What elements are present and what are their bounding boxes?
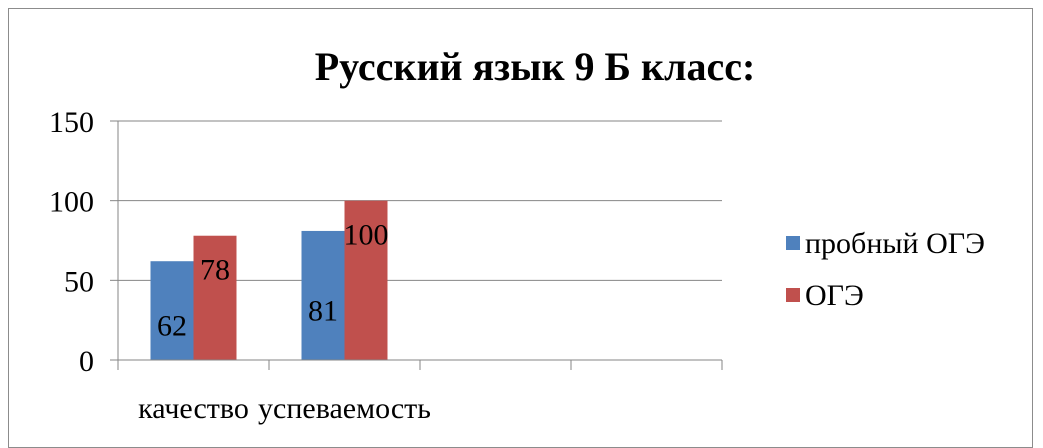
data-label: 62 bbox=[157, 310, 187, 343]
axes: 0 50 100 150 качество успеваемость bbox=[49, 106, 723, 425]
bar bbox=[193, 235, 237, 360]
chart-frame bbox=[8, 8, 1033, 448]
x-tick-label: качество bbox=[138, 392, 249, 425]
bar bbox=[344, 200, 388, 360]
data-labels: 62 81 78 100 bbox=[157, 219, 389, 343]
data-label: 100 bbox=[344, 219, 389, 252]
legend-label: пробный ОГЭ bbox=[805, 227, 985, 260]
bars bbox=[150, 200, 388, 360]
legend-swatch bbox=[786, 236, 800, 250]
y-tick-label: 150 bbox=[49, 106, 94, 139]
data-label: 78 bbox=[200, 254, 230, 287]
x-tick-label: успеваемость bbox=[258, 392, 431, 425]
y-tick-label: 0 bbox=[79, 345, 94, 378]
bar bbox=[301, 230, 345, 360]
y-tick-label: 100 bbox=[49, 186, 94, 219]
chart-title: Русский язык 9 Б класс: bbox=[315, 44, 756, 89]
bar bbox=[150, 261, 194, 360]
chart-svg: Русский язык 9 Б класс: 0 50 100 150 качеств… bbox=[49, 44, 985, 425]
legend-swatch bbox=[786, 288, 800, 302]
legend: пробный ОГЭ ОГЭ bbox=[786, 227, 985, 312]
legend-label: ОГЭ bbox=[805, 279, 864, 312]
data-label: 81 bbox=[308, 294, 338, 327]
y-tick-label: 50 bbox=[64, 265, 94, 298]
